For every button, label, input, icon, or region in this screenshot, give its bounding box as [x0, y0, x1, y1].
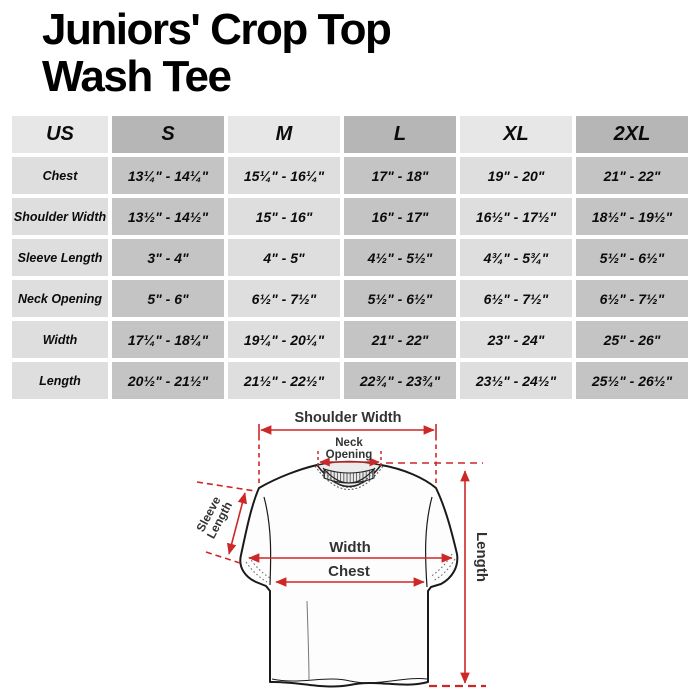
body-crease-line: [306, 600, 310, 681]
product-title-line1: Juniors' Crop Top: [42, 5, 392, 54]
size-value-cell: 13½" - 14½": [112, 198, 224, 235]
size-value-cell: 6½" - 7½": [460, 280, 572, 317]
table-row-width: Width 17¼" - 18¼" 19¼" - 20¼" 21" - 22" …: [12, 321, 688, 358]
size-value-cell: 15" - 16": [228, 198, 340, 235]
size-value-cell: 16½" - 17½": [460, 198, 572, 235]
column-header-m: M: [228, 116, 340, 153]
chest-label: Chest: [328, 563, 370, 580]
armhole-seam-right: [424, 496, 433, 588]
measurement-row-label: Width: [12, 321, 108, 358]
table-row-length: Length 20½" - 21½" 21½" - 22½" 22¾" - 23…: [12, 362, 688, 399]
table-row-neck-opening: Neck Opening 5" - 6" 6½" - 7½" 5½" - 6½"…: [12, 280, 688, 317]
product-title-line2: Wash Tee: [42, 52, 232, 101]
table-row-sleeve-length: Sleeve Length 3" - 4" 4" - 5" 4½" - 5½" …: [12, 239, 688, 276]
sleeve-length-dimension: [196, 481, 256, 565]
armhole-seam-left: [263, 496, 272, 586]
size-value-cell: 17¼" - 18¼": [112, 321, 224, 358]
size-value-cell: 19¼" - 20¼": [228, 321, 340, 358]
width-label: Width: [329, 539, 371, 556]
neck-opening-dimension: [317, 451, 382, 467]
column-header-2xl: 2XL: [576, 116, 688, 153]
size-value-cell: 4½" - 5½": [344, 239, 456, 276]
size-value-cell: 6½" - 7½": [228, 280, 340, 317]
size-value-cell: 25" - 26": [576, 321, 688, 358]
size-value-cell: 15¼" - 16¼": [228, 157, 340, 194]
size-value-cell: 22¾" - 23¾": [344, 362, 456, 399]
size-value-cell: 20½" - 21½": [112, 362, 224, 399]
neck-opening-label-line2: Opening: [326, 449, 373, 461]
size-value-cell: 21" - 22": [576, 157, 688, 194]
size-value-cell: 16" - 17": [344, 198, 456, 235]
header-row: US S M L XL 2XL: [12, 116, 688, 153]
measurement-row-label: Length: [12, 362, 108, 399]
size-value-cell: 19" - 20": [460, 157, 572, 194]
tshirt-drawing: [239, 460, 459, 688]
column-header-l: L: [344, 116, 456, 153]
length-label: Length: [473, 532, 490, 582]
measurement-row-label: Shoulder Width: [12, 198, 108, 235]
table-row-chest: Chest 13¼" - 14¼" 15¼" - 16¼" 17" - 18" …: [12, 157, 688, 194]
size-value-cell: 6½" - 7½": [576, 280, 688, 317]
product-title: Juniors' Crop Top Wash Tee: [42, 5, 392, 101]
table-row-shoulder-width: Shoulder Width 13½" - 14½" 15" - 16" 16"…: [12, 198, 688, 235]
tshirt-measurement-diagram: Shoulder Width Neck Opening Sleeve Lengt…: [193, 410, 490, 688]
shirt-outline: [239, 464, 459, 688]
size-chart-table: US S M L XL 2XL Chest 13¼" - 14¼" 15¼" -…: [8, 112, 692, 403]
size-value-cell: 21½" - 22½": [228, 362, 340, 399]
size-value-cell: 18½" - 19½": [576, 198, 688, 235]
size-value-cell: 23" - 24": [460, 321, 572, 358]
column-header-us: US: [12, 116, 108, 153]
size-value-cell: 21" - 22": [344, 321, 456, 358]
shoulder-width-label: Shoulder Width: [295, 410, 402, 426]
size-value-cell: 13¼" - 14¼": [112, 157, 224, 194]
size-value-cell: 4¾" - 5¾": [460, 239, 572, 276]
column-header-xl: XL: [460, 116, 572, 153]
size-value-cell: 25½" - 26½": [576, 362, 688, 399]
size-value-cell: 3" - 4": [112, 239, 224, 276]
size-value-cell: 4" - 5": [228, 239, 340, 276]
hem-stitch: [271, 677, 428, 684]
measurement-row-label: Sleeve Length: [12, 239, 108, 276]
measurement-row-label: Chest: [12, 157, 108, 194]
size-value-cell: 17" - 18": [344, 157, 456, 194]
shoulder-width-dimension: [258, 424, 437, 486]
length-dimension: [386, 462, 486, 688]
sleeve-stitch-right-2: [429, 553, 453, 578]
size-value-cell: 5½" - 6½": [576, 239, 688, 276]
collar-inner-edge: [322, 467, 376, 484]
measurement-row-label: Neck Opening: [12, 280, 108, 317]
column-header-s: S: [112, 116, 224, 153]
sleeve-stitch-right: [432, 558, 456, 582]
size-value-cell: 23½" - 24½": [460, 362, 572, 399]
neck-opening-label-line1: Neck: [335, 437, 363, 449]
size-value-cell: 5½" - 6½": [344, 280, 456, 317]
size-value-cell: 5" - 6": [112, 280, 224, 317]
collar-stitch-outer: [314, 465, 384, 490]
